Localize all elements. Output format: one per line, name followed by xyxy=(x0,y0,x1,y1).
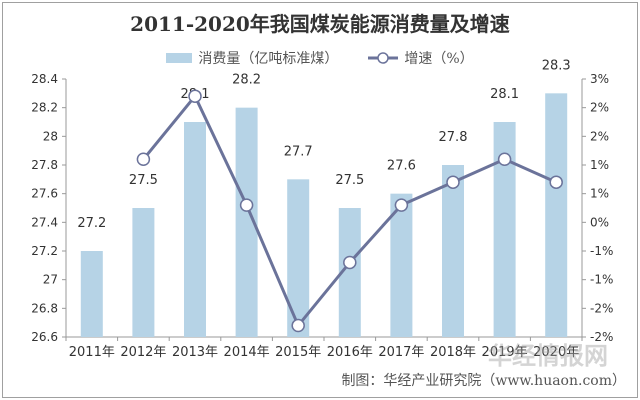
right-tick-label: 1% xyxy=(590,158,609,172)
x-tick-label: 2015年 xyxy=(275,345,321,360)
x-tick-label: 2020年 xyxy=(533,345,579,360)
left-tick-label: 28.4 xyxy=(31,72,58,86)
growth-point xyxy=(136,152,151,167)
x-tick-label: 2011年 xyxy=(69,345,115,360)
right-tick-label: 0% xyxy=(590,215,609,229)
left-tick-label: 27.2 xyxy=(31,244,58,258)
bar-data-label: 28.1 xyxy=(490,87,519,102)
growth-point xyxy=(188,89,202,103)
bar-data-label: 27.6 xyxy=(387,159,416,174)
source-footer: 制图：华经产业研究院（www.huaon.com） xyxy=(341,373,626,389)
left-tick-label: 27.6 xyxy=(31,187,58,201)
legend-bar-swatch xyxy=(166,53,193,63)
left-tick-label: 27.8 xyxy=(31,158,58,172)
bar-data-label: 28.2 xyxy=(232,73,261,88)
right-tick-label: -2% xyxy=(590,301,613,315)
growth-point xyxy=(343,255,357,270)
growth-point xyxy=(446,175,460,189)
legend-line-swatch xyxy=(368,52,399,64)
bar-data-label: 27.5 xyxy=(129,173,158,188)
x-tick-label: 2013年 xyxy=(172,345,218,360)
bar-2011年 xyxy=(80,251,103,337)
growth-point xyxy=(394,198,409,212)
growth-point xyxy=(239,198,254,212)
right-tick-label: 2% xyxy=(590,101,609,115)
left-tick-label: 28 xyxy=(43,129,58,143)
watermark: 华经情报网 xyxy=(488,342,608,370)
bar-data-label: 27.2 xyxy=(77,216,106,231)
left-tick-label: 26.6 xyxy=(31,330,58,344)
x-tick-label: 2018年 xyxy=(430,345,476,360)
right-tick-label: -1% xyxy=(590,244,613,258)
left-tick-label: 28.2 xyxy=(31,101,58,115)
left-tick-label: 27.4 xyxy=(31,215,58,229)
left-tick-label: 26.8 xyxy=(31,301,58,315)
right-tick-label: 2% xyxy=(590,129,609,143)
legend-item-consumption: 消费量（亿吨标准煤） xyxy=(166,48,338,68)
x-tick-label: 2012年 xyxy=(120,345,166,360)
bar-data-label: 27.7 xyxy=(284,144,313,159)
left-tick-label: 27 xyxy=(43,273,58,287)
bar-2012年 xyxy=(132,208,155,337)
bar-data-label: 28.3 xyxy=(542,58,571,73)
bar-2016年 xyxy=(338,208,361,337)
bar-2014年 xyxy=(235,107,258,338)
bar-2020年 xyxy=(545,93,568,337)
x-tick-label: 2017年 xyxy=(378,345,424,360)
right-tick-label: 3% xyxy=(590,72,609,86)
bar-2017年 xyxy=(390,193,413,337)
bar-2018年 xyxy=(442,165,464,337)
right-tick-label: 1% xyxy=(590,187,609,201)
bar-data-label: 27.5 xyxy=(335,173,364,188)
bar-data-label: 27.8 xyxy=(439,130,468,145)
growth-point xyxy=(549,175,563,189)
x-tick-label: 2019年 xyxy=(482,345,528,360)
legend: 消费量（亿吨标准煤） 增速（%） xyxy=(0,48,640,68)
legend-label-growth: 增速（%） xyxy=(404,51,474,67)
bar-2015年 xyxy=(287,179,310,337)
right-tick-label: -2% xyxy=(590,330,613,344)
bar-2013年 xyxy=(184,122,206,337)
x-tick-label: 2014年 xyxy=(224,345,270,360)
chart-title: 2011-2020年我国煤炭能源消费量及增速 xyxy=(130,12,510,36)
bar-2019年 xyxy=(493,122,516,337)
right-tick-label: -1% xyxy=(590,273,613,287)
growth-point xyxy=(291,318,305,333)
x-tick-label: 2016年 xyxy=(327,345,373,360)
legend-item-growth: 增速（%） xyxy=(368,48,474,68)
legend-label-consumption: 消费量（亿吨标准煤） xyxy=(198,51,339,67)
growth-point xyxy=(497,152,512,167)
